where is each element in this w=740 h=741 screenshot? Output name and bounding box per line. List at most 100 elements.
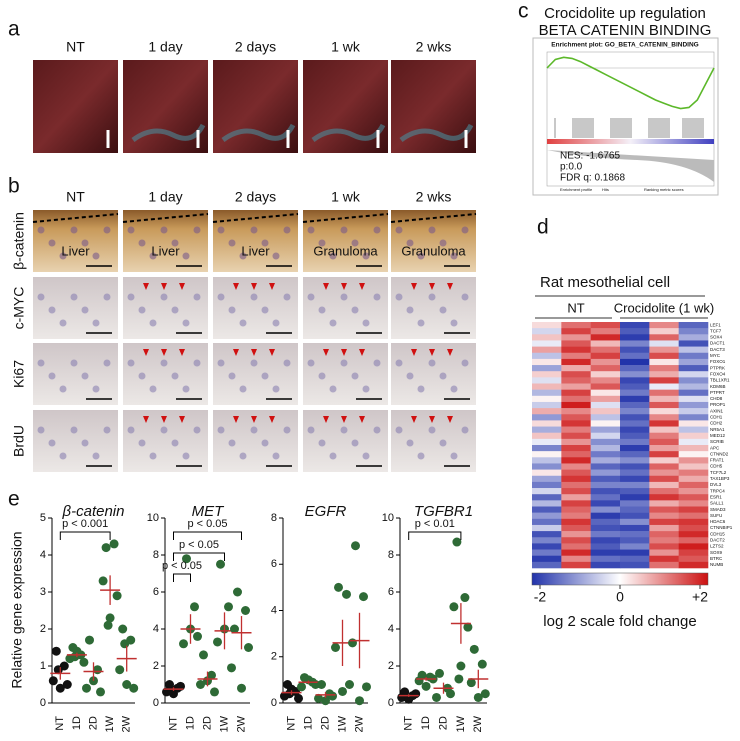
y-tick-label: 8 bbox=[271, 512, 277, 524]
nucleus bbox=[406, 439, 414, 447]
data-point bbox=[285, 689, 294, 699]
heatmap-cell bbox=[649, 334, 679, 341]
heatmap-cell bbox=[532, 506, 562, 513]
nucleus bbox=[160, 359, 168, 367]
data-point bbox=[193, 631, 202, 641]
heatmap-cell bbox=[649, 524, 679, 532]
heatmap-cell bbox=[561, 346, 591, 354]
nucleus bbox=[439, 239, 447, 247]
heatmap-cell bbox=[678, 365, 709, 372]
heatmap-cell bbox=[620, 414, 650, 421]
heatmap-cell bbox=[561, 420, 591, 427]
heatmap-cell bbox=[620, 488, 650, 495]
heatmap-cell bbox=[590, 555, 621, 563]
nucleus bbox=[92, 319, 100, 327]
heatmap-cell bbox=[532, 549, 562, 556]
data-point bbox=[294, 693, 303, 703]
heatmap-cell bbox=[678, 432, 709, 440]
heatmap-cell bbox=[678, 352, 709, 360]
nucleus bbox=[307, 426, 315, 434]
gene-label: APC bbox=[710, 445, 720, 450]
heatmap-cell bbox=[561, 389, 591, 397]
nucleus bbox=[340, 359, 348, 367]
gene-label: CDH15 bbox=[710, 531, 725, 536]
heatmap-cell bbox=[590, 328, 621, 335]
heatmap-cell bbox=[620, 432, 650, 440]
micrograph bbox=[303, 210, 388, 272]
nucleus bbox=[329, 319, 337, 327]
nucleus bbox=[228, 306, 236, 314]
nucleus bbox=[103, 293, 111, 301]
colorbar-label: log 2 scale fold change bbox=[543, 613, 696, 630]
y-tick-label: 6 bbox=[153, 586, 159, 598]
heatmap-cell bbox=[561, 401, 591, 409]
heatmap-cell bbox=[561, 469, 591, 477]
data-point bbox=[331, 643, 340, 652]
heatmap-cell bbox=[590, 500, 621, 507]
heatmap-cell bbox=[532, 328, 562, 335]
micrograph bbox=[123, 343, 208, 405]
data-point bbox=[477, 659, 487, 669]
arrowhead bbox=[323, 283, 329, 290]
heatmap-cell bbox=[590, 371, 621, 378]
heatmap-cell bbox=[620, 518, 650, 526]
heatmap-cell bbox=[532, 322, 562, 329]
heatmap-cell bbox=[532, 524, 562, 532]
panel-label: d bbox=[537, 216, 549, 239]
nucleus bbox=[250, 226, 258, 234]
data-point bbox=[79, 657, 89, 667]
nucleus bbox=[182, 319, 190, 327]
boundary bbox=[212, 213, 299, 223]
heatmap-cell bbox=[590, 438, 621, 446]
gene-label: MYC bbox=[710, 353, 721, 358]
nucleus bbox=[59, 252, 67, 260]
heatmap-cell bbox=[532, 451, 562, 458]
heatmap-cell bbox=[561, 426, 591, 433]
nucleus bbox=[395, 426, 403, 434]
gene-label: DACT3 bbox=[710, 347, 725, 352]
heatmap-cell bbox=[620, 537, 650, 544]
heatmap-cell bbox=[532, 512, 562, 520]
heatmap-cell bbox=[620, 401, 650, 409]
nucleus bbox=[70, 293, 78, 301]
arrowhead bbox=[143, 349, 149, 356]
heatmap-cell bbox=[590, 389, 621, 397]
gene-label: TCF7 bbox=[710, 328, 722, 333]
nucleus bbox=[351, 439, 359, 447]
micrograph bbox=[303, 410, 388, 472]
nucleus bbox=[182, 452, 190, 460]
significance-label: p < 0.05 bbox=[162, 560, 202, 572]
heatmap-cell bbox=[590, 469, 621, 477]
heatmap-cell bbox=[649, 500, 679, 507]
heatmap-cell bbox=[561, 383, 591, 390]
gene-label: FOXO4 bbox=[710, 371, 726, 376]
data-point bbox=[456, 661, 466, 671]
heatmap-cell bbox=[678, 401, 709, 409]
data-point bbox=[196, 680, 205, 689]
gene-label: PROP1 bbox=[710, 402, 726, 407]
data-point bbox=[452, 537, 462, 547]
photo-detail bbox=[131, 123, 206, 143]
arrowhead bbox=[143, 416, 149, 423]
column-label: 2 days bbox=[235, 189, 276, 205]
heatmap-cell bbox=[678, 543, 709, 550]
heatmap-cell bbox=[649, 420, 679, 427]
gene-label: DACT2 bbox=[710, 538, 725, 543]
arrowhead bbox=[411, 283, 417, 290]
arrowhead bbox=[179, 283, 185, 290]
gene-label: SUFU bbox=[710, 513, 722, 518]
arrowhead bbox=[233, 283, 239, 290]
heatmap-cell bbox=[649, 377, 679, 384]
heatmap-cell bbox=[649, 383, 679, 390]
micrograph bbox=[33, 410, 118, 472]
nucleus bbox=[406, 239, 414, 247]
arrowhead bbox=[233, 349, 239, 356]
micrograph bbox=[213, 410, 298, 472]
data-point bbox=[237, 683, 246, 693]
nucleus bbox=[149, 252, 157, 260]
heatmap-cell bbox=[532, 555, 562, 563]
heatmap-cell bbox=[590, 352, 621, 360]
nucleus bbox=[318, 306, 326, 314]
data-point bbox=[216, 559, 225, 569]
